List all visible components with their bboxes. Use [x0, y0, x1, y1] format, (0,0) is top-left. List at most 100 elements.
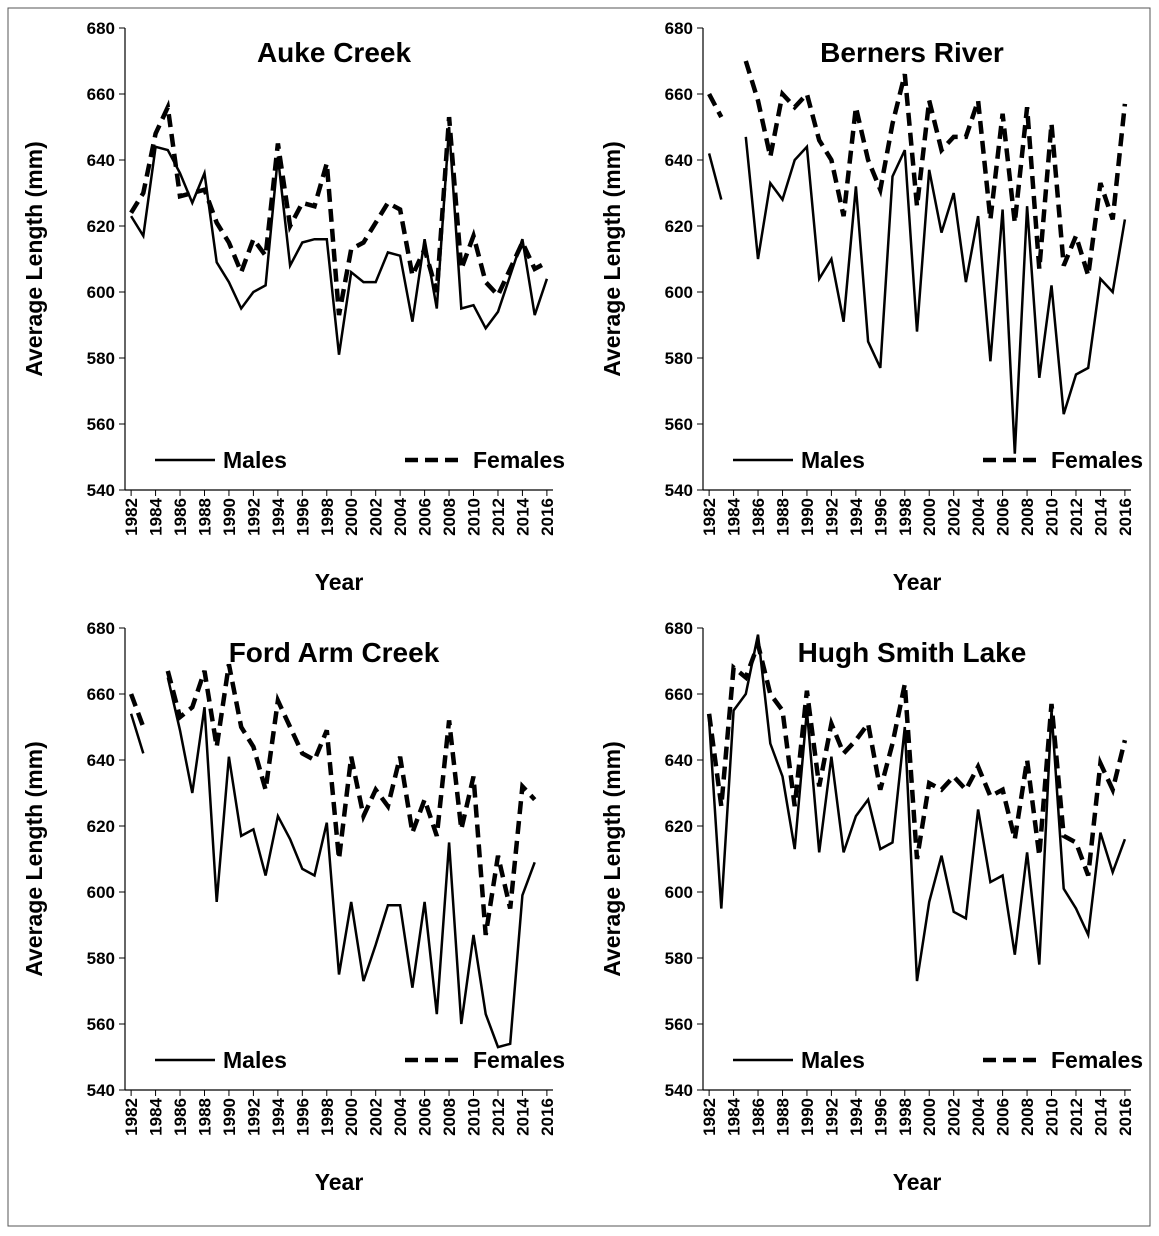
- x-tick-label: 1986: [749, 498, 768, 536]
- y-axis-label: Average Length (mm): [21, 741, 47, 977]
- x-tick-label: 1984: [725, 1097, 744, 1135]
- y-tick-label: 600: [665, 883, 693, 902]
- x-tick-label: 1990: [798, 1098, 817, 1136]
- x-tick-label: 2012: [1067, 1098, 1086, 1136]
- x-axis-label: Year: [315, 1169, 364, 1195]
- x-axis-label: Year: [315, 569, 364, 595]
- y-tick-label: 660: [87, 85, 115, 104]
- panel: 540 560 580 600 620 640 660 680 1982 1984 1986 1988…: [599, 619, 1143, 1195]
- x-tick-label: 1998: [318, 498, 337, 536]
- x-tick-label: 1986: [171, 1098, 190, 1136]
- x-tick-label: 1988: [773, 498, 792, 536]
- y-tick-label: 680: [87, 19, 115, 38]
- y-tick-label: 580: [87, 349, 115, 368]
- x-tick-label: 1992: [822, 498, 841, 536]
- series-line: [129, 677, 536, 1049]
- x-tick-label: 2010: [465, 1098, 484, 1136]
- y-tick-label: 640: [665, 151, 693, 170]
- y-tick-label: 560: [87, 1015, 115, 1034]
- x-tick-label: 1988: [773, 1098, 792, 1136]
- x-tick-label: 1992: [244, 498, 263, 536]
- x-tick-label: 1994: [847, 1097, 866, 1135]
- x-tick-label: 1982: [122, 1098, 141, 1136]
- chart-title: Berners River: [820, 37, 1004, 68]
- x-tick-label: 1994: [847, 497, 866, 535]
- x-tick-label: 2012: [1067, 498, 1086, 536]
- x-tick-label: 1986: [749, 1098, 768, 1136]
- x-tick-label: 1982: [700, 498, 719, 536]
- y-tick-label: 660: [665, 685, 693, 704]
- x-tick-label: 1998: [896, 1098, 915, 1136]
- x-tick-label: 1990: [220, 498, 239, 536]
- x-tick-label: 1996: [293, 1098, 312, 1136]
- chart-title: Ford Arm Creek: [229, 637, 440, 668]
- x-tick-label: 2014: [513, 1097, 532, 1135]
- x-tick-label: 1992: [822, 1098, 841, 1136]
- legend-label: Females: [473, 1047, 565, 1073]
- x-tick-label: 2002: [367, 1098, 386, 1136]
- series-line: [130, 126, 549, 355]
- x-tick-label: 1984: [147, 497, 166, 535]
- x-tick-label: 1990: [798, 498, 817, 536]
- x-tick-label: 2016: [538, 498, 557, 536]
- x-tick-label: 2016: [1116, 498, 1135, 536]
- x-tick-label: 1998: [318, 1098, 337, 1136]
- x-tick-label: 2006: [416, 1098, 435, 1136]
- series-line: [128, 663, 537, 936]
- panel: 540 560 580 600 620 640 660 680 1982 1984 1986 1988…: [21, 619, 565, 1195]
- y-tick-label: 620: [665, 217, 693, 236]
- x-tick-label: 2008: [440, 498, 459, 536]
- y-tick-label: 680: [665, 19, 693, 38]
- x-tick-label: 2008: [1018, 498, 1037, 536]
- x-tick-label: 1996: [871, 498, 890, 536]
- legend-label: Males: [801, 1047, 865, 1073]
- x-tick-label: 2000: [920, 1098, 939, 1136]
- y-tick-label: 580: [665, 949, 693, 968]
- y-tick-label: 540: [87, 1081, 115, 1100]
- legend-label: Females: [473, 447, 565, 473]
- x-tick-label: 2016: [1116, 1098, 1135, 1136]
- x-tick-label: 2010: [1043, 498, 1062, 536]
- y-tick-label: 640: [87, 751, 115, 770]
- series-line: [706, 636, 1128, 877]
- y-tick-label: 540: [665, 481, 693, 500]
- series-line: [707, 634, 1127, 982]
- x-tick-label: 1990: [220, 1098, 239, 1136]
- legend-label: Males: [801, 447, 865, 473]
- y-tick-label: 660: [87, 685, 115, 704]
- x-tick-label: 1996: [871, 1098, 890, 1136]
- x-tick-label: 1986: [171, 498, 190, 536]
- x-tick-label: 1984: [147, 1097, 166, 1135]
- y-axis-label: Average Length (mm): [599, 141, 625, 377]
- x-tick-label: 2014: [513, 497, 532, 535]
- y-tick-label: 580: [665, 349, 693, 368]
- x-tick-label: 2012: [489, 498, 508, 536]
- x-tick-label: 2000: [342, 1098, 361, 1136]
- panel: 540 560 580 600 620 640 660 680 1982 1984 1986 1988…: [21, 19, 565, 595]
- x-tick-label: 1982: [700, 1098, 719, 1136]
- y-tick-label: 680: [665, 619, 693, 638]
- x-tick-label: 1994: [269, 1097, 288, 1135]
- x-tick-label: 2014: [1091, 1097, 1110, 1135]
- legend-label: Females: [1051, 1047, 1143, 1073]
- x-tick-label: 1984: [725, 497, 744, 535]
- y-tick-label: 640: [87, 151, 115, 170]
- chart-title: Auke Creek: [257, 37, 412, 68]
- x-tick-label: 2010: [465, 498, 484, 536]
- y-tick-label: 680: [87, 619, 115, 638]
- x-tick-label: 2006: [994, 1098, 1013, 1136]
- y-tick-label: 580: [87, 949, 115, 968]
- x-tick-label: 2006: [994, 498, 1013, 536]
- x-tick-label: 2004: [969, 497, 988, 535]
- x-tick-label: 2004: [391, 1097, 410, 1135]
- x-tick-label: 1996: [293, 498, 312, 536]
- x-tick-label: 2002: [945, 498, 964, 536]
- chart-title: Hugh Smith Lake: [798, 637, 1027, 668]
- x-tick-label: 2016: [538, 1098, 557, 1136]
- x-tick-label: 1988: [195, 1098, 214, 1136]
- y-tick-label: 660: [665, 85, 693, 104]
- x-tick-label: 2002: [367, 498, 386, 536]
- x-tick-label: 2012: [489, 1098, 508, 1136]
- legend-label: Females: [1051, 447, 1143, 473]
